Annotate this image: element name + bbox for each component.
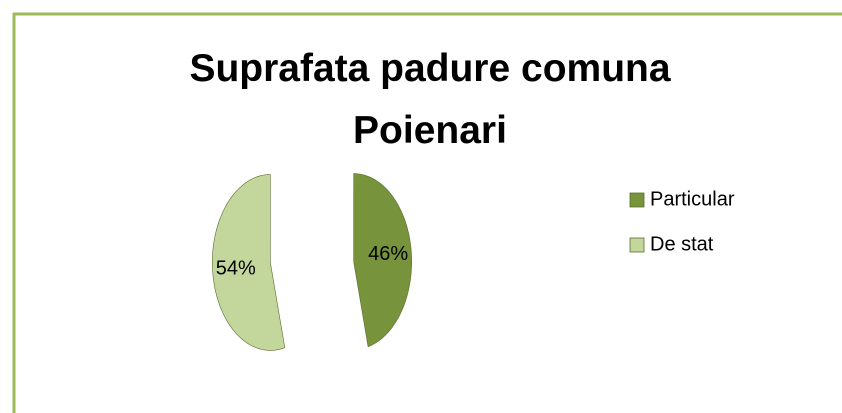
pie-slice [211, 174, 286, 351]
legend-swatch [629, 192, 645, 208]
legend-swatch [629, 237, 645, 253]
data-label: 46% [368, 243, 408, 265]
pie-slice [353, 173, 413, 348]
data-label: 54% [216, 257, 256, 279]
legend-label: Particular [650, 188, 735, 210]
legend-label: De stat [650, 233, 714, 255]
chart-title: Suprafata padure comuna Poienari [189, 47, 671, 152]
